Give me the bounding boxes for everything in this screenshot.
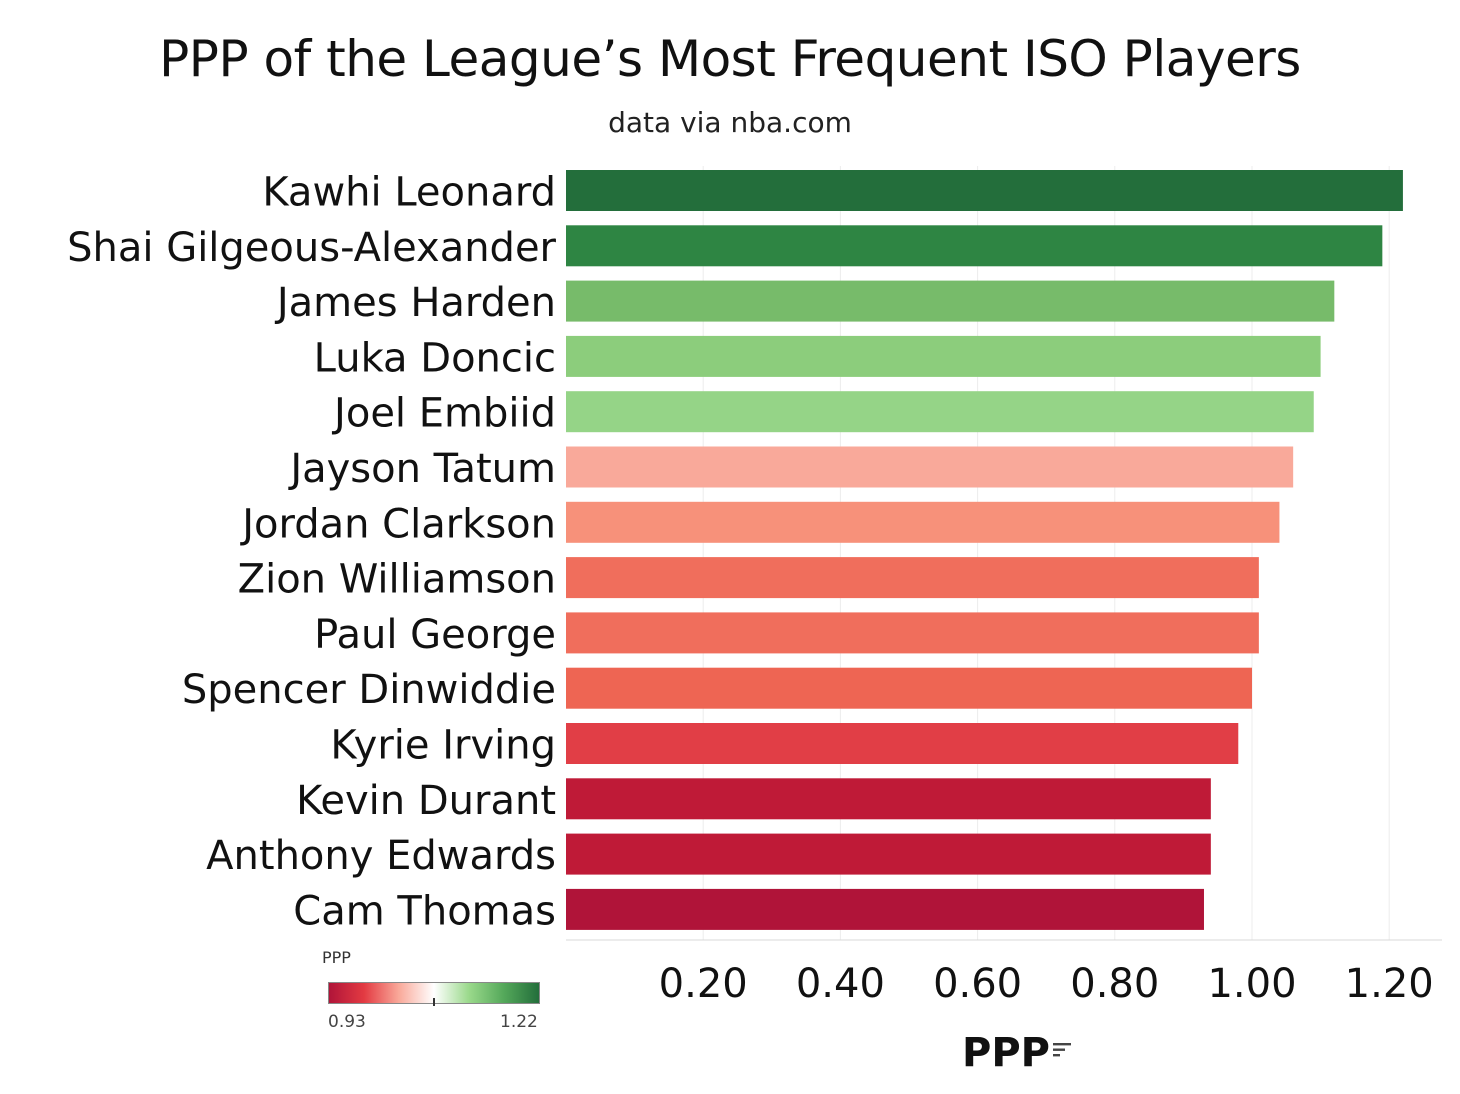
legend-max-label: 1.22 — [500, 1012, 538, 1032]
category-label-shai-gilgeous-alexander: Shai Gilgeous-Alexander — [67, 225, 556, 271]
category-label-kawhi-leonard: Kawhi Leonard — [262, 170, 556, 216]
chart-title: PPP of the League’s Most Frequent ISO Pl… — [159, 30, 1301, 88]
category-label-spencer-dinwiddie: Spencer Dinwiddie — [182, 667, 556, 713]
x-tick-label-1.20: 1.20 — [1345, 961, 1434, 1007]
category-label-james-harden: James Harden — [274, 280, 556, 326]
bar-james-harden — [566, 280, 1335, 322]
category-label-joel-embiid: Joel Embiid — [331, 391, 556, 437]
x-tick-label-0.20: 0.20 — [659, 961, 748, 1007]
bar-joel-embiid — [566, 391, 1314, 433]
x-tick-label-1.00: 1.00 — [1207, 961, 1296, 1007]
x-tick-label-0.40: 0.40 — [796, 961, 885, 1007]
bar-kawhi-leonard — [566, 170, 1403, 211]
category-label-luka-doncic: Luka Doncic — [314, 335, 556, 381]
category-label-kevin-durant: Kevin Durant — [296, 778, 556, 824]
chart-subtitle: data via nba.com — [608, 106, 852, 139]
legend-title: PPP — [322, 948, 351, 967]
x-tick-label-0.80: 0.80 — [1070, 961, 1159, 1007]
legend-min-label: 0.93 — [328, 1012, 366, 1032]
bar-luka-doncic — [566, 335, 1321, 377]
category-label-kyrie-irving: Kyrie Irving — [330, 723, 556, 769]
bar-cam-thomas — [566, 888, 1204, 930]
category-label-zion-williamson: Zion Williamson — [238, 557, 556, 603]
category-label-paul-george: Paul George — [314, 612, 556, 658]
bar-spencer-dinwiddie — [566, 667, 1252, 709]
bar-jayson-tatum — [566, 446, 1294, 488]
bar-kyrie-irving — [566, 723, 1239, 764]
bar-jordan-clarkson — [566, 501, 1280, 543]
x-tick-label-0.60: 0.60 — [933, 961, 1022, 1007]
x-axis-label: PPP — [962, 1030, 1050, 1076]
sort-descending-icon[interactable] — [1053, 1042, 1073, 1058]
bar-shai-gilgeous-alexander — [566, 225, 1383, 267]
category-label-jayson-tatum: Jayson Tatum — [287, 446, 556, 492]
bar-anthony-edwards — [566, 833, 1211, 875]
category-label-jordan-clarkson: Jordan Clarkson — [239, 501, 556, 547]
legend-midpoint-tick — [433, 998, 435, 1006]
category-label-anthony-edwards: Anthony Edwards — [206, 833, 556, 879]
bar-kevin-durant — [566, 778, 1211, 820]
bar-zion-williamson — [566, 557, 1259, 599]
category-label-cam-thomas: Cam Thomas — [293, 888, 556, 934]
bar-paul-george — [566, 612, 1259, 654]
